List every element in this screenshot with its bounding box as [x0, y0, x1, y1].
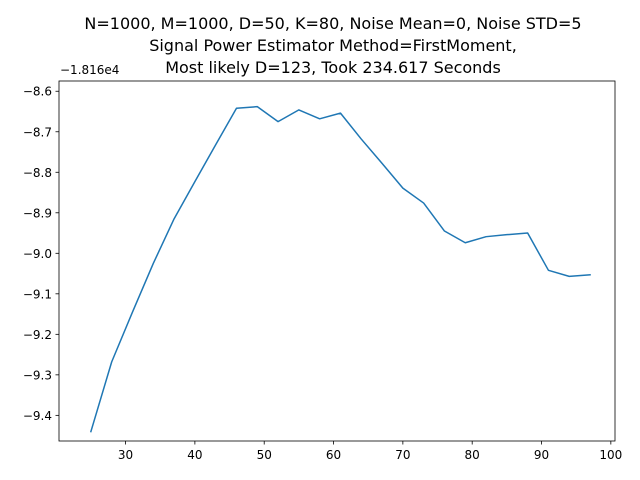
title-line-2: Signal Power Estimator Method=FirstMomen… — [149, 36, 517, 55]
plot-frame — [58, 80, 616, 442]
x-tick-label-40: 40 — [187, 448, 202, 462]
x-tick-label-30: 30 — [118, 448, 133, 462]
y-tick-label-2: −8.8 — [23, 166, 52, 180]
series-layer — [89, 105, 591, 433]
x-tick-label-70: 70 — [395, 448, 410, 462]
y-tick-label-6: −9.2 — [23, 328, 52, 342]
series-line-0 — [89, 105, 591, 433]
y-tick-label-5: −9.1 — [23, 287, 52, 301]
chart-title: N=1000, M=1000, D=50, K=80, Noise Mean=0… — [84, 14, 581, 77]
title-line-3: Most likely D=123, Took 234.617 Seconds — [165, 58, 501, 77]
x-tick-label-50: 50 — [257, 448, 272, 462]
y-tick-label-0: −8.6 — [23, 85, 52, 99]
y-tick-label-4: −9.0 — [23, 247, 52, 261]
y-tick-label-8: −9.4 — [23, 409, 52, 423]
axes: 30 40 50 60 70 80 90 100 −8.6 −8.7 −8.8 −8.9 −9.0 −9.… — [23, 80, 622, 462]
x-tick-label-90: 90 — [534, 448, 549, 462]
y-tick-label-7: −9.3 — [23, 368, 52, 382]
x-tick-label-100: 100 — [599, 448, 622, 462]
x-tick-label-80: 80 — [465, 448, 480, 462]
y-offset-label: −1.816e4 — [60, 63, 119, 77]
y-tick-label-1: −8.7 — [23, 125, 52, 139]
title-line-1: N=1000, M=1000, D=50, K=80, Noise Mean=0… — [84, 14, 581, 33]
y-tick-label-3: −8.9 — [23, 206, 52, 220]
x-tick-label-60: 60 — [326, 448, 341, 462]
